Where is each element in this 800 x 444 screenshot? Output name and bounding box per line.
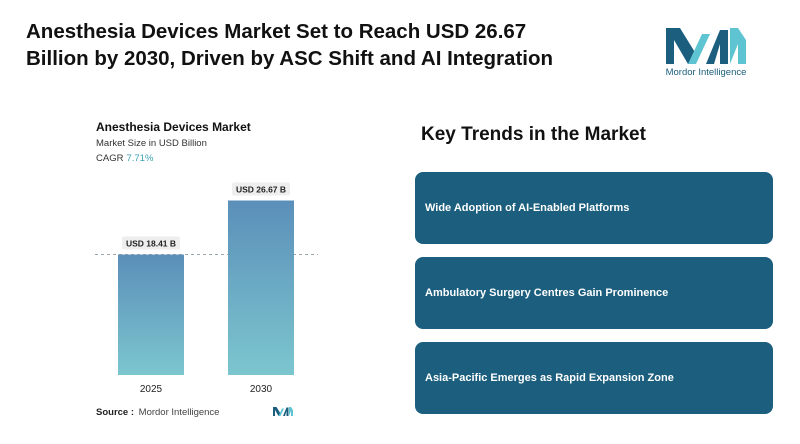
x-tick-label: 2030: [250, 384, 273, 395]
trend-card-ai-platforms: Wide Adoption of AI-Enabled Platforms: [415, 172, 773, 244]
trend-card-label: Ambulatory Surgery Centres Gain Prominen…: [425, 287, 669, 299]
bar-2030: [228, 200, 294, 375]
bar-2025: [118, 254, 184, 375]
source: Source : Mordor Intelligence: [96, 407, 219, 418]
cagr-value: 7.71%: [126, 153, 154, 164]
mordor-small-logo-icon: [273, 407, 293, 416]
brand-logo: Mordor Intelligence: [656, 24, 756, 82]
chart-title: Anesthesia Devices Market: [96, 120, 251, 134]
chart-subtitle: Market Size in USD Billion: [96, 138, 207, 149]
trend-card-label: Asia-Pacific Emerges as Rapid Expansion …: [425, 372, 674, 384]
cagr-label: CAGR: [96, 153, 124, 164]
trends-title: Key Trends in the Market: [421, 124, 646, 145]
headline-line-2: Billion by 2030, Driven by ASC Shift and…: [26, 47, 554, 70]
trend-card-ambulatory-surgery: Ambulatory Surgery Centres Gain Prominen…: [415, 257, 773, 329]
mordor-logo-icon: [666, 28, 746, 64]
bar-chart: USD 18.41 B 2025 USD 26.67 B 2030: [95, 182, 318, 395]
cagr: CAGR 7.71%: [96, 153, 153, 164]
data-label: USD 18.41 B: [126, 239, 176, 249]
x-tick-label: 2025: [140, 384, 163, 395]
brand-name: Mordor Intelligence: [665, 67, 747, 78]
trend-card-label: Wide Adoption of AI-Enabled Platforms: [425, 202, 630, 214]
data-label-box: [232, 182, 290, 196]
source-label: Source :: [96, 407, 135, 418]
data-label-box: [122, 236, 180, 250]
headline: Anesthesia Devices Market Set to Reach U…: [26, 18, 626, 72]
source-value: Mordor Intelligence: [138, 407, 220, 418]
data-label: USD 26.67 B: [236, 185, 286, 195]
headline-line-1: Anesthesia Devices Market Set to Reach U…: [26, 20, 527, 43]
trend-card-asia-pacific: Asia-Pacific Emerges as Rapid Expansion …: [415, 342, 773, 414]
